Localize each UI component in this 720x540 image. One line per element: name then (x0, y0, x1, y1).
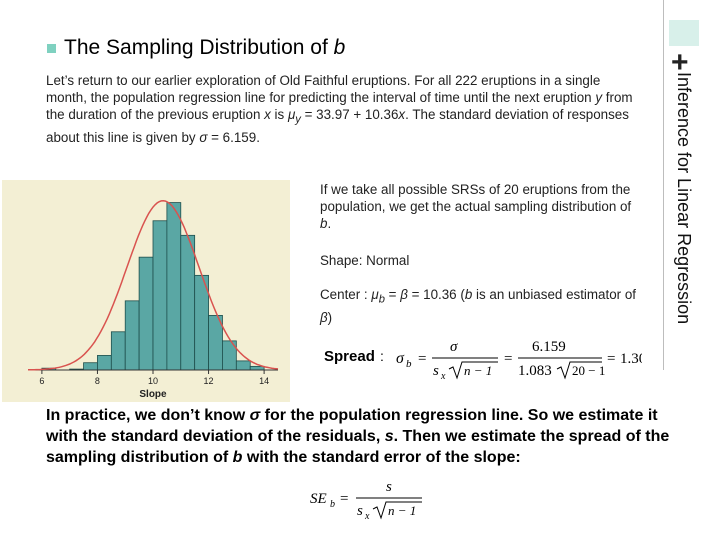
standard-error-formula: SE b = s s x n − 1 (310, 479, 422, 522)
svg-text:x: x (440, 371, 446, 382)
histogram-bar (124, 300, 140, 371)
sqrt-sign-2 (556, 361, 602, 380)
svg-text:1.083: 1.083 (518, 363, 552, 379)
bullet-icon (47, 44, 56, 53)
histogram-bar (152, 220, 168, 371)
svg-text:6.159: 6.159 (532, 339, 566, 355)
x-tick-label: 12 (204, 376, 214, 386)
intro-paragraph: Let’s return to our earlier exploration … (46, 73, 633, 145)
normal-curve (28, 200, 279, 371)
svg-text:=: = (418, 351, 426, 367)
svg-text:b: b (330, 499, 335, 510)
svg-text:σ: σ (450, 339, 458, 355)
slide-title: The Sampling Distribution of b (64, 36, 346, 59)
histogram-bar (249, 365, 265, 371)
svg-text:s: s (433, 363, 439, 379)
histogram-bar (166, 202, 182, 371)
svg-text:SE: SE (310, 491, 327, 507)
se-sqrt-sign (372, 501, 422, 520)
svg-text:n − 1: n − 1 (388, 503, 416, 518)
spread-label: Spread (324, 348, 375, 365)
x-tick-label: 6 (39, 376, 44, 386)
svg-text::: : (380, 348, 384, 364)
x-tick-label: 8 (95, 376, 100, 386)
center-line: Center : μb = β = 10.36 (b is an unbiase… (320, 287, 637, 325)
spread-formula: Spread : σ b = σ s x n − 1 = 6.159 1.083… (324, 339, 642, 382)
svg-text:n − 1: n − 1 (464, 363, 492, 378)
slope-histogram: 6 8 10 12 14 Slope (2, 180, 290, 402)
svg-text:b: b (406, 358, 412, 370)
histogram-bar (180, 234, 196, 371)
divider-line (663, 0, 664, 370)
histogram-bar (235, 360, 251, 371)
srs-paragraph: If we take all possible SRSs of 20 erupt… (320, 182, 632, 231)
svg-text:σ: σ (396, 350, 405, 367)
shape-line: Shape: Normal (320, 253, 410, 268)
x-tick-label: 14 (259, 376, 269, 386)
svg-text:20 − 1: 20 − 1 (572, 363, 605, 378)
histogram-bar (110, 331, 126, 371)
x-axis-label: Slope (139, 389, 167, 400)
x-tick-label: 10 (148, 376, 158, 386)
side-title: Inference for Linear Regression (674, 72, 694, 325)
histogram-bar (83, 362, 98, 371)
svg-text:1.30: 1.30 (620, 351, 642, 367)
svg-text:=: = (607, 351, 615, 367)
corner-accent (669, 20, 699, 46)
svg-text:x: x (364, 511, 370, 522)
svg-text:s: s (386, 479, 392, 495)
practice-paragraph: In practice, we don’t know σ for the pop… (46, 407, 670, 466)
histogram-bar (97, 355, 112, 371)
sqrt-sign (448, 361, 498, 380)
svg-text:s: s (357, 503, 363, 519)
svg-text:=: = (340, 491, 348, 507)
svg-text:=: = (504, 351, 512, 367)
histogram-bar (138, 256, 154, 371)
plus-icon: + (671, 46, 689, 79)
